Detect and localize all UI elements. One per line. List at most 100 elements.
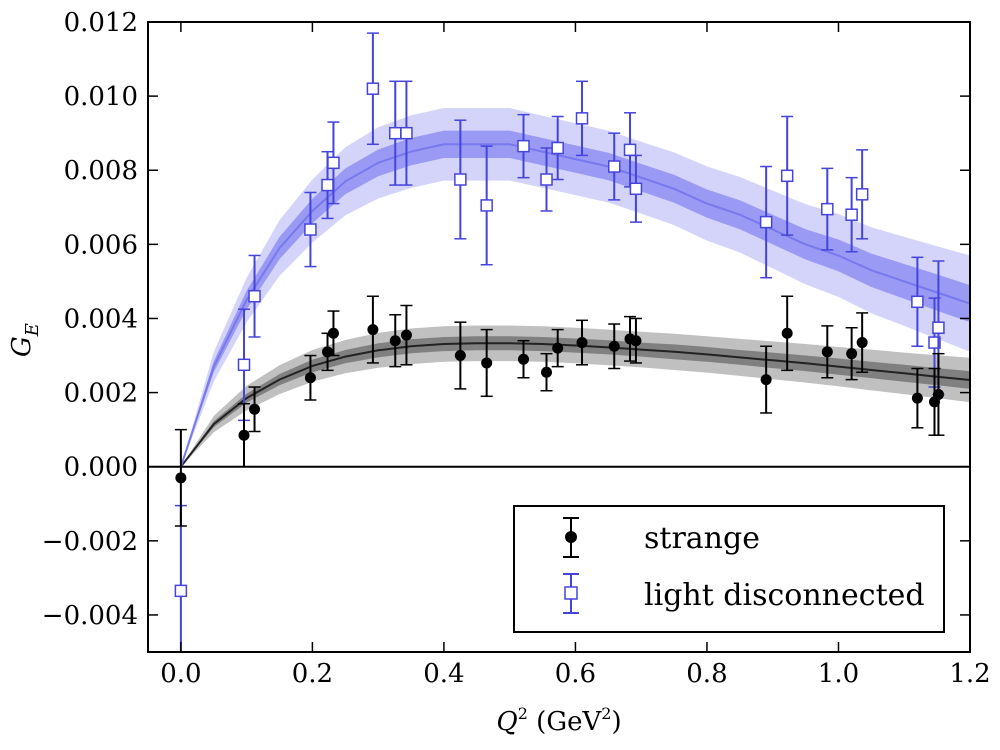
light-marker [780, 169, 794, 183]
strange-marker [249, 403, 261, 415]
light-fit-line [179, 143, 970, 468]
strange-marker [175, 472, 187, 484]
x-tick-label: 0.6 [555, 659, 596, 689]
strange-data-point [454, 321, 467, 390]
strange-data-point [911, 367, 924, 429]
strange-data-point [821, 325, 834, 379]
light-marker [540, 173, 553, 186]
strange-marker [781, 327, 793, 339]
strange-data-point [540, 352, 553, 392]
y-tick-label: 0.002 [64, 379, 138, 409]
light-data-point [454, 119, 467, 240]
strange-marker [389, 335, 401, 347]
light-data-point [480, 145, 493, 266]
strange-marker [911, 392, 923, 404]
strange-data-point [480, 328, 493, 398]
strange-data-point [845, 326, 858, 381]
legend-entry-light-disconnected: light disconnected [563, 573, 925, 614]
x-axis: 0.0 0.2 0.4 0.6 0.8 1.0 1.2 [160, 22, 991, 689]
x-axis-title-unit-sup: 2 [601, 704, 611, 723]
light-marker [629, 182, 643, 196]
strange-marker [400, 329, 412, 341]
y-axis: −0.004 −0.002 0.000 0.002 0.004 0.006 0.008 0.0… [42, 8, 970, 631]
strange-marker [630, 335, 642, 347]
light-marker [845, 208, 858, 221]
light-marker [607, 160, 621, 173]
light-band-outer [180, 108, 970, 467]
light-data-point [821, 167, 834, 251]
strange-marker [932, 388, 944, 400]
light-marker [248, 289, 261, 303]
light-marker [575, 112, 589, 125]
strange-data-point [781, 295, 794, 372]
strange-data-point [856, 312, 869, 373]
strange-marker [552, 342, 564, 354]
plot-frame [147, 21, 971, 653]
x-axis-title-main: Q [496, 707, 517, 737]
strange-data-point [760, 345, 773, 414]
strange-marker [327, 327, 339, 339]
y-tick-label: 0.004 [64, 304, 138, 334]
y-axis-title: GE [7, 323, 43, 357]
light-data-point [517, 113, 530, 179]
strange-data-point [238, 402, 251, 468]
light-data-point [845, 176, 858, 253]
x-tick-label: 1.0 [818, 659, 859, 689]
x-axis-title-unit-close: ) [611, 707, 621, 737]
light-marker [928, 336, 941, 349]
strange-fit-line [180, 342, 970, 468]
y-tick-label: −0.004 [42, 601, 138, 631]
y-tick-label: 0.010 [64, 82, 138, 112]
strange-marker [367, 324, 379, 336]
strange-data-point [629, 317, 642, 364]
x-tick-label: 0.8 [686, 659, 727, 689]
fit-bands [180, 108, 970, 467]
y-tick-label: 0.008 [64, 156, 138, 186]
x-tick-label: 0.4 [423, 659, 464, 689]
strange-marker [856, 337, 868, 349]
strange-data-point [389, 314, 402, 368]
strange-data-point [608, 323, 621, 370]
light-marker [327, 156, 340, 170]
light-marker [304, 223, 317, 236]
legend-strange-label: strange [644, 521, 760, 556]
strange-marker [608, 340, 620, 352]
strange-marker [517, 353, 529, 365]
strange-data-point [304, 354, 317, 401]
light-marker [389, 126, 402, 140]
light-data-point [780, 115, 794, 236]
light-data-point [366, 32, 380, 146]
strange-data-point [327, 310, 340, 357]
strange-marker [322, 346, 334, 358]
strange-marker [760, 374, 772, 386]
strange-data-point [576, 319, 589, 366]
strange-data-point [551, 328, 564, 368]
light-marker [400, 126, 413, 140]
x-axis-title-unit-open: (GeV [528, 707, 603, 737]
light-marker [517, 139, 530, 153]
strange-marker [304, 372, 316, 384]
light-data-point [607, 132, 621, 201]
strange-data-point [400, 304, 413, 366]
light-marker [174, 584, 188, 598]
light-data-point [304, 191, 317, 268]
light-data-point [551, 115, 564, 181]
light-marker [932, 321, 945, 334]
legend-light-marker [564, 586, 578, 600]
y-tick-label: 0.006 [64, 230, 138, 260]
light-data-point [389, 80, 402, 186]
x-tick-label: 0.2 [292, 659, 333, 689]
strange-marker [481, 357, 493, 369]
light-marker [821, 202, 834, 216]
light-data-point [759, 165, 773, 279]
strange-marker [454, 350, 466, 362]
light-marker [759, 215, 773, 229]
light-data-point [327, 121, 340, 205]
light-marker [551, 141, 564, 155]
strange-data-point [517, 339, 530, 379]
light-data-point [911, 256, 924, 348]
legend-entry-strange: strange [563, 517, 760, 558]
y-axis-title-sub: E [22, 323, 43, 337]
light-data-point [174, 504, 188, 652]
